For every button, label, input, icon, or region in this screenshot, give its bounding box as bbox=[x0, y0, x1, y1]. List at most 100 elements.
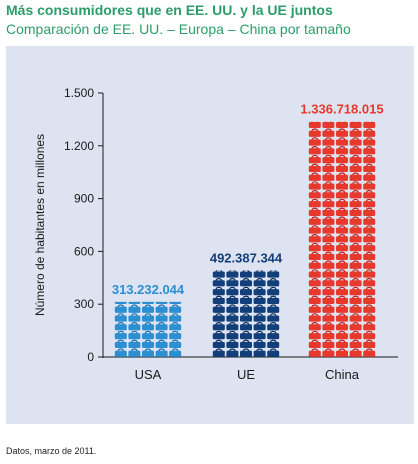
shopping-bag-icon bbox=[128, 324, 141, 331]
bag-handle bbox=[352, 137, 359, 140]
bag-handle bbox=[352, 348, 359, 352]
bag-handle bbox=[311, 304, 319, 308]
bag-handle bbox=[311, 286, 319, 290]
shopping-bag-icon bbox=[114, 324, 127, 331]
bag-handle bbox=[338, 278, 346, 281]
y-tick-label: 0 bbox=[87, 350, 94, 364]
bag-handle bbox=[325, 278, 332, 281]
bag-handle bbox=[352, 304, 359, 308]
shopping-bag-icon bbox=[240, 271, 252, 278]
shopping-bag-icon bbox=[349, 157, 362, 164]
shopping-bag-icon bbox=[253, 315, 266, 322]
bag-handle bbox=[269, 322, 277, 325]
shopping-bag-icon bbox=[322, 183, 335, 190]
bag-handle bbox=[311, 313, 319, 316]
bag-handle bbox=[338, 304, 346, 308]
bag-handle bbox=[311, 269, 319, 272]
bag-handle bbox=[325, 322, 332, 325]
bag-handle bbox=[352, 163, 359, 167]
shopping-bag-icon bbox=[253, 350, 266, 357]
bag-handle bbox=[311, 163, 319, 167]
shopping-bag-icon bbox=[308, 280, 321, 287]
shopping-bag-icon bbox=[363, 218, 376, 225]
bag-handle bbox=[338, 198, 346, 202]
shopping-bag-icon bbox=[212, 280, 225, 287]
bag-handle bbox=[365, 163, 373, 167]
shopping-bag-icon bbox=[142, 333, 154, 340]
bag-handle bbox=[352, 234, 359, 237]
shopping-bag-icon bbox=[240, 333, 252, 340]
bag-handle bbox=[352, 225, 359, 228]
shopping-bag-icon bbox=[128, 306, 141, 313]
bag-handle bbox=[269, 304, 277, 308]
shopping-bag-icon bbox=[322, 148, 335, 155]
shopping-bag-icon bbox=[336, 262, 348, 269]
shopping-bag-icon bbox=[308, 201, 321, 208]
data-label-usa: 313.232.044 bbox=[112, 282, 185, 297]
shopping-bag-icon bbox=[226, 350, 239, 357]
bag-handle bbox=[311, 181, 319, 184]
shopping-bag-icon bbox=[226, 280, 239, 287]
shopping-bag-icon bbox=[322, 192, 335, 199]
bag-handle bbox=[256, 270, 263, 272]
bag-handle bbox=[365, 154, 373, 158]
bag-handle bbox=[365, 172, 373, 176]
shopping-bag-icon bbox=[363, 201, 376, 208]
shopping-bag-icon bbox=[349, 139, 362, 146]
bag-handle bbox=[311, 278, 319, 281]
shopping-bag-icon bbox=[322, 315, 335, 322]
shopping-bag-icon bbox=[128, 350, 141, 357]
shopping-bag-icon bbox=[322, 253, 335, 261]
shopping-bag-icon bbox=[322, 130, 335, 137]
shopping-bag-icon bbox=[226, 306, 239, 313]
bag-handle bbox=[229, 348, 236, 352]
bag-handle bbox=[352, 295, 359, 299]
bag-handle bbox=[131, 348, 138, 352]
bag-handle bbox=[352, 242, 359, 246]
bag-handle bbox=[365, 269, 373, 272]
shopping-bag-icon bbox=[363, 262, 376, 269]
shopping-bag-icon bbox=[308, 341, 321, 349]
shopping-bag-icon bbox=[363, 209, 376, 217]
bag-handle bbox=[215, 322, 223, 325]
shopping-bag-icon bbox=[363, 289, 376, 296]
shopping-bag-icon bbox=[336, 271, 348, 278]
bag-handle bbox=[117, 304, 125, 308]
shopping-bag-icon bbox=[155, 301, 168, 305]
shopping-bag-icon bbox=[155, 324, 168, 331]
bag-handle bbox=[325, 128, 332, 132]
bag-handle bbox=[352, 190, 359, 193]
shopping-bag-icon bbox=[349, 183, 362, 190]
shopping-bag-icon bbox=[308, 130, 321, 137]
shopping-bag-icon bbox=[336, 333, 348, 340]
shopping-bag-icon bbox=[169, 333, 182, 340]
shopping-bag-icon bbox=[253, 289, 266, 296]
shopping-bag-icon bbox=[322, 201, 335, 208]
bar-chart: Número de habitantes en millones 0 300 600 9… bbox=[33, 86, 398, 382]
shopping-bag-icon bbox=[336, 350, 348, 357]
bag-handle bbox=[352, 154, 359, 158]
bag-handle bbox=[229, 322, 236, 325]
bag-handle bbox=[256, 286, 263, 290]
shopping-bag-icon bbox=[363, 315, 376, 322]
bag-handle bbox=[269, 313, 277, 316]
bag-handle bbox=[338, 128, 346, 132]
shopping-bag-icon bbox=[128, 315, 141, 322]
bag-handle bbox=[229, 295, 236, 299]
bag-handle bbox=[325, 198, 332, 202]
bag-handle bbox=[352, 251, 359, 255]
bag-handle bbox=[325, 146, 332, 149]
bag-handle bbox=[311, 348, 319, 352]
bag-handle bbox=[311, 146, 319, 149]
bag-handle bbox=[325, 251, 332, 255]
bag-handle bbox=[215, 313, 223, 316]
bag-handle bbox=[352, 286, 359, 290]
y-tick-label: 1.500 bbox=[64, 86, 94, 100]
bag-handle bbox=[171, 330, 179, 334]
shopping-bag-icon bbox=[253, 341, 266, 349]
bag-handle bbox=[365, 234, 373, 237]
shopping-bag-icon bbox=[308, 209, 321, 217]
shopping-bag-icon bbox=[322, 271, 335, 278]
shopping-bag-icon bbox=[226, 271, 239, 278]
shopping-bag-icon bbox=[336, 324, 348, 331]
